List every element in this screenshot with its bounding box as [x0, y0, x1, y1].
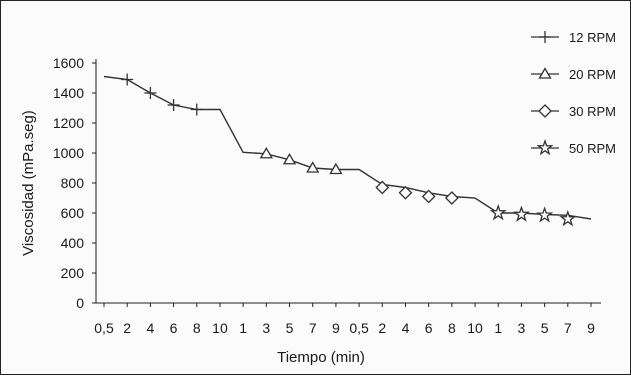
data-point-diamond — [398, 185, 413, 200]
x-tick-label: 3 — [518, 320, 526, 336]
legend-label: 20 RPM — [569, 67, 616, 82]
data-point-star — [512, 205, 530, 222]
y-tick-label: 800 — [61, 175, 85, 191]
data-point-triangle — [282, 152, 297, 165]
data-point-triangle — [306, 161, 320, 173]
data-point-diamond — [444, 191, 459, 205]
data-point-star — [559, 210, 577, 227]
x-tick-label: 2 — [378, 320, 386, 336]
x-tick-label: 10 — [467, 320, 483, 336]
data-point-triangle — [329, 162, 343, 175]
data-point-triangle — [259, 146, 273, 159]
x-tick-label: 10 — [212, 320, 228, 336]
x-tick-label: 0,5 — [94, 320, 114, 336]
legend-item: 12 RPM — [531, 30, 616, 45]
legend-label: 12 RPM — [569, 30, 616, 45]
series-line — [103, 75, 592, 220]
data-point-diamond — [375, 180, 390, 195]
y-tick-label: 600 — [61, 205, 85, 221]
legend-item: 20 RPM — [531, 67, 616, 82]
x-tick-label: 4 — [402, 320, 410, 336]
legend-marker-diamond — [538, 104, 552, 118]
x-tick-label: 4 — [146, 320, 154, 336]
y-tick-label: 1400 — [53, 85, 84, 101]
x-tick-label: 9 — [587, 320, 595, 336]
x-tick-label: 9 — [332, 320, 340, 336]
x-tick-label: 5 — [541, 320, 549, 336]
y-axis-label: Viscosidad (mPa.seg) — [20, 110, 37, 256]
y-tick-label: 200 — [61, 265, 85, 281]
legend-marker-triangle — [538, 67, 552, 79]
x-tick-label: 5 — [286, 320, 294, 336]
legend-marker-star — [536, 138, 554, 156]
x-tick-label: 1 — [239, 320, 247, 336]
data-point-plus — [190, 103, 203, 116]
x-tick-label: 0,5 — [349, 320, 369, 336]
data-point-diamond — [421, 189, 436, 204]
legend-item: 30 RPM — [531, 104, 616, 119]
x-tick-label: 3 — [262, 320, 270, 336]
data-point-plus — [121, 73, 134, 86]
legend-label: 50 RPM — [569, 141, 616, 156]
x-tick-label: 6 — [170, 320, 178, 336]
legend-label: 30 RPM — [569, 104, 616, 119]
x-tick-label: 7 — [564, 320, 572, 336]
x-tick-label: 2 — [123, 320, 131, 336]
y-tick-label: 1600 — [53, 55, 84, 71]
data-point-plus — [144, 87, 157, 99]
legend: 12 RPM 20 RPM 30 RPM 50 RPM — [531, 30, 616, 156]
data-point-star — [489, 204, 507, 221]
y-tick-label: 0 — [76, 295, 84, 311]
y-tick-label: 1200 — [53, 115, 84, 131]
x-axis-label: Tiempo (min) — [277, 349, 365, 366]
legend-marker-plus — [539, 31, 551, 43]
x-tick-label: 8 — [193, 320, 201, 336]
legend-item: 50 RPM — [531, 138, 616, 156]
y-tick-label: 1000 — [53, 145, 84, 161]
data-point-plus — [167, 99, 180, 111]
x-tick-label: 8 — [448, 320, 456, 336]
x-tick-label: 1 — [494, 320, 502, 336]
x-tick-label: 6 — [425, 320, 433, 336]
data-point-star — [536, 206, 554, 223]
x-tick-label: 7 — [309, 320, 317, 336]
y-tick-label: 400 — [61, 235, 85, 251]
